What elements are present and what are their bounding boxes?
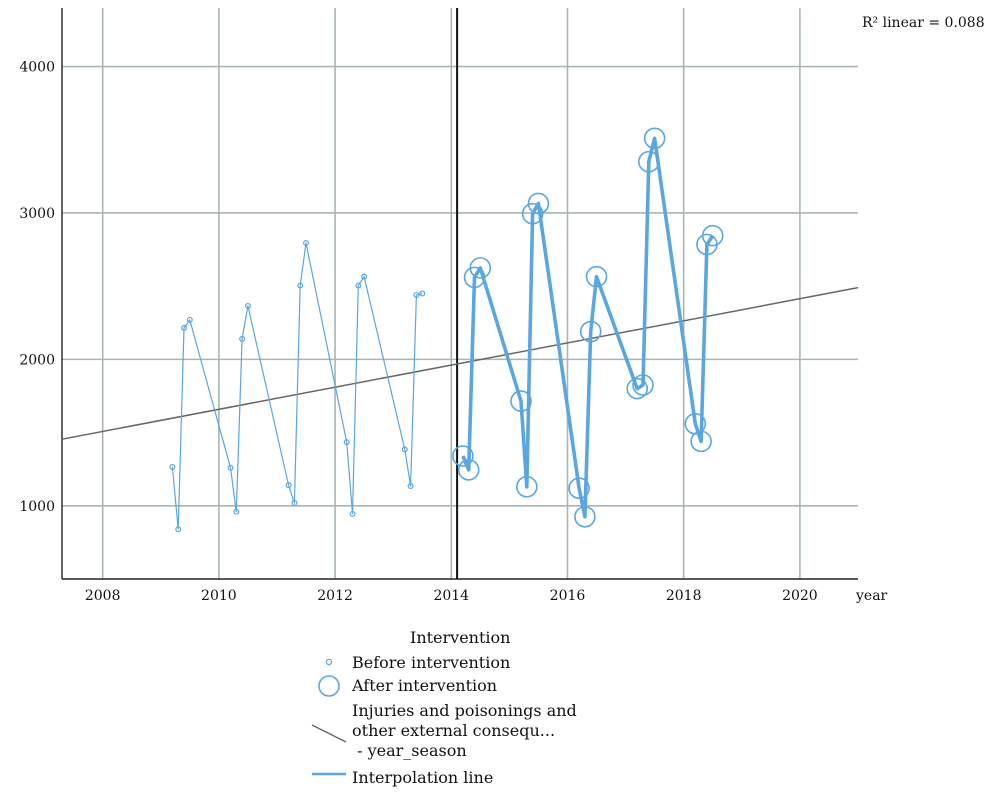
after-point [643, 127, 666, 150]
before-point [303, 239, 310, 246]
after-point [701, 224, 724, 247]
legend-fit-line [311, 724, 347, 743]
x-axis-label: year [855, 588, 888, 604]
before-point [401, 446, 408, 453]
legend-before-label: Before intervention [352, 653, 511, 672]
x-tick-label: 2014 [433, 588, 469, 604]
before-point [175, 526, 182, 533]
legend-before-marker [325, 658, 333, 666]
linear-fit-line [61, 286, 859, 440]
after-point [638, 150, 660, 173]
after-point [516, 475, 538, 498]
legend-fit-label: Injuries and poisonings and other extern… [352, 701, 577, 760]
before-point [181, 324, 188, 331]
after-point [457, 459, 480, 481]
after-point [626, 377, 649, 400]
before-point [291, 499, 298, 506]
after-point [690, 430, 712, 453]
legend-interpolation-label: Interpolation line [352, 768, 494, 787]
before-point [285, 482, 292, 489]
after-series [452, 127, 724, 528]
before-point [343, 439, 350, 446]
after-point [521, 202, 544, 225]
after-point [452, 445, 474, 467]
x-tick-label: 2008 [85, 588, 121, 604]
x-tick-label: 2018 [666, 588, 702, 604]
grid [62, 8, 858, 579]
before-point [169, 463, 176, 470]
after-point [632, 374, 654, 396]
y-tick-label: 2000 [19, 352, 55, 368]
before-point [186, 316, 193, 323]
after-point [579, 320, 602, 343]
legend-title: Intervention [410, 628, 511, 647]
after-point [585, 265, 608, 288]
before-point [297, 282, 304, 289]
y-tick-label: 3000 [19, 206, 55, 222]
after-point [568, 477, 590, 500]
before-point [227, 464, 234, 471]
fit-line-group [61, 286, 859, 440]
legend-after-label: After intervention [352, 676, 498, 695]
x-tick-label: 2012 [317, 588, 353, 604]
before-point [361, 273, 368, 280]
axes [61, 8, 858, 580]
after-interpolation-line [461, 136, 715, 519]
y-tick-label: 4000 [19, 60, 55, 76]
before-point [419, 290, 426, 297]
before-point [349, 510, 356, 517]
legend-after-marker [318, 675, 340, 697]
legend-symbols [311, 658, 347, 776]
after-point [469, 257, 492, 279]
before-point [407, 483, 414, 490]
before-series [169, 239, 426, 533]
r-squared-annotation: R² linear = 0.088 [862, 15, 985, 31]
y-tick-label: 1000 [19, 499, 55, 515]
after-point [574, 505, 596, 528]
x-tick-label: 2020 [782, 588, 818, 604]
before-point [244, 302, 251, 309]
tick-labels: 2008 2010 2012 2014 2016 2018 2020 1000 2000 3000… [19, 60, 817, 604]
x-tick-label: 2016 [550, 588, 586, 604]
after-point [527, 192, 550, 215]
before-point [355, 282, 362, 289]
before-point [233, 508, 240, 515]
legend: Intervention Before intervention After i… [300, 628, 630, 798]
before-interpolation-line [171, 242, 423, 530]
before-point [239, 335, 246, 342]
after-point [510, 390, 532, 412]
before-point [413, 291, 420, 298]
x-tick-label: 2010 [201, 588, 237, 604]
